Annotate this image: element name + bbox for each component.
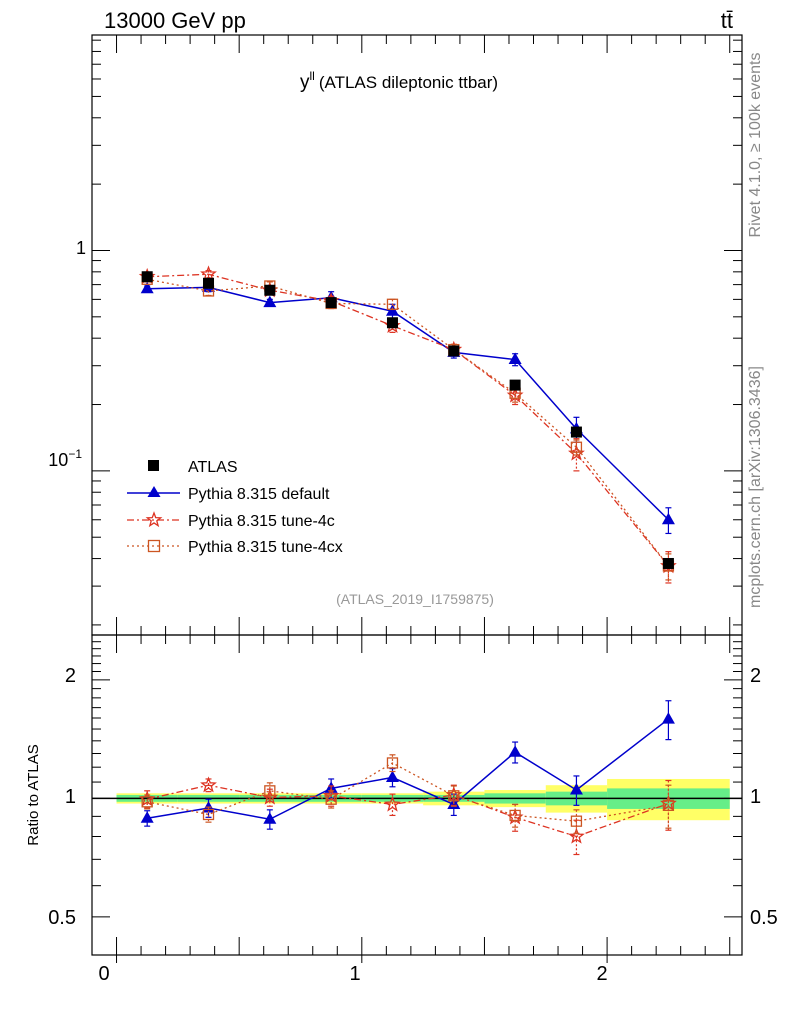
ratio-data-point	[569, 783, 583, 795]
ratio-data-point	[508, 745, 522, 757]
ratio-data-point	[384, 795, 401, 812]
ratio-data-point	[325, 793, 337, 805]
ratio-ytick-0.5-right: 0.5	[750, 907, 778, 929]
ratio-data-point	[570, 815, 583, 827]
ratio-data-point	[141, 796, 153, 808]
data-point-atlas	[386, 317, 398, 329]
legend-marker-tune4cx	[147, 539, 161, 553]
ratio-ytick-2-right: 2	[750, 665, 761, 687]
data-point	[508, 352, 522, 365]
series-pythia-8-315-tune-4cx	[141, 273, 675, 581]
series-line	[147, 286, 669, 521]
plot-title-sub: (ATLAS dileptonic ttbar)	[319, 73, 498, 92]
header-process-label: tt̄	[721, 8, 733, 33]
data-point-atlas	[570, 426, 582, 438]
legend-label-tune4c: Pythia 8.315 tune-4c	[188, 513, 335, 530]
ratio-panel: Ratio to ATLAS 2 1 0.5 2 1 0.5 0 1 2	[25, 634, 778, 985]
ytick-label-0.1-exp: −1	[68, 447, 82, 461]
main-axis-ticks	[91, 35, 742, 635]
ratio-ytick-2-left: 2	[65, 665, 76, 687]
data-point-atlas	[509, 379, 521, 391]
ratio-data-point	[568, 827, 585, 844]
ratio-axis-ticks	[91, 635, 742, 963]
ratio-data-point	[662, 799, 675, 811]
legend-label-atlas: ATLAS	[188, 459, 238, 476]
data-point-atlas	[264, 284, 276, 296]
ytick-label-0.1: 10−1	[48, 447, 82, 470]
header-energy-label: 13000 GeV pp	[104, 8, 246, 33]
ratio-data-point	[661, 712, 675, 724]
data-point	[386, 298, 399, 310]
ratio-data-point	[140, 811, 154, 823]
ytick-label-1: 1	[76, 238, 86, 258]
series-line	[147, 278, 669, 567]
legend-entry-tune4c: Pythia 8.315 tune-4c	[127, 511, 335, 530]
ratio-uncertainty-band	[92, 778, 742, 821]
data-point	[570, 441, 583, 453]
ratio-ytick-0.5-left: 0.5	[48, 907, 76, 929]
data-point-atlas	[141, 271, 153, 283]
ratio-data-point	[263, 812, 277, 824]
ratio-data-point	[264, 785, 276, 797]
xtick-label-1: 1	[349, 963, 360, 985]
xtick-label-0: 0	[98, 963, 109, 985]
main-panel: yll (ATLAS dileptonic ttbar) (ATLAS_2019_…	[48, 34, 743, 636]
ratio-data-point	[386, 757, 399, 769]
data-point	[263, 295, 277, 308]
series-pythia-8-315-tune-4c	[138, 265, 677, 584]
data-point	[200, 265, 217, 282]
ratio-series-pythia-8-315-tune-4cx	[141, 754, 675, 834]
ratio-data-point	[448, 790, 460, 802]
main-data-layer	[138, 265, 677, 584]
ratio-ytick-1-left: 1	[65, 786, 76, 808]
plot-title-sup: ll	[310, 69, 315, 83]
mcplots-label: mcplots.cern.ch [arXiv:1306.3436]	[747, 366, 764, 608]
ratio-ylabel: Ratio to ATLAS	[25, 744, 42, 845]
legend-entry-atlas: ATLAS	[148, 459, 238, 476]
ratio-data-layer	[138, 700, 677, 856]
legend-entry-default: Pythia 8.315 default	[127, 486, 330, 503]
plot-title-var: y	[300, 72, 310, 93]
legend-marker-atlas	[148, 460, 159, 471]
legend-marker-tune4c	[145, 511, 163, 528]
ratio-ytick-1-right: 1	[750, 786, 761, 808]
legend: ATLAS Pythia 8.315 default Pythia 8.315 …	[127, 459, 343, 556]
data-point-atlas	[662, 557, 674, 569]
legend-marker-default	[147, 486, 161, 497]
rivet-version-label: Rivet 4.1.0, ≥ 100k events	[747, 53, 764, 238]
ratio-data-point	[509, 809, 521, 822]
ratio-data-point	[385, 770, 399, 782]
ratio-plot-frame	[91, 634, 743, 956]
ratio-data-point	[202, 808, 215, 821]
legend-label-default: Pythia 8.315 default	[188, 486, 330, 503]
series-line	[147, 273, 669, 567]
data-point	[661, 512, 675, 525]
data-point-atlas	[203, 277, 215, 289]
analysis-label: (ATLAS_2019_I1759875)	[336, 591, 494, 607]
xtick-label-2: 2	[596, 963, 607, 985]
ytick-label-0.1-base: 10	[48, 450, 68, 470]
ratio-data-point	[200, 776, 217, 793]
data-point	[140, 281, 154, 294]
series-atlas	[141, 271, 674, 569]
data-point-atlas	[448, 345, 460, 357]
legend-label-tune4cx: Pythia 8.315 tune-4cx	[188, 539, 343, 556]
legend-entry-tune4cx: Pythia 8.315 tune-4cx	[127, 539, 343, 556]
plot-title: yll (ATLAS dileptonic ttbar)	[300, 69, 498, 93]
data-point-atlas	[325, 297, 337, 309]
